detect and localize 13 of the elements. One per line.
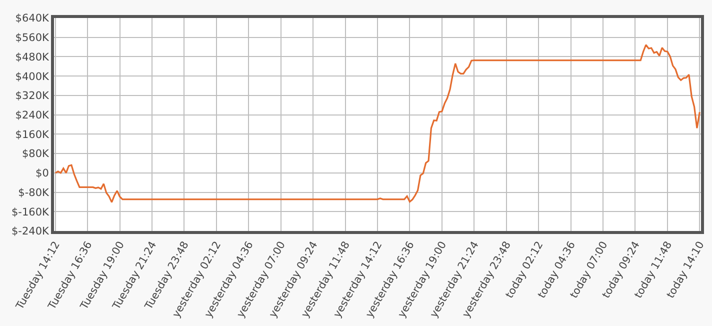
line-series [54,44,700,203]
y-tick-label: $-160K [11,206,50,218]
y-tick-label: $-80K [18,186,50,199]
y-tick-label: $560K [15,32,50,44]
y-tick-label: $80K [22,148,50,160]
y-tick-label: $0 [36,168,49,180]
y-tick-label: $-240K [11,226,50,238]
y-tick-label: $320K [15,90,50,102]
y-tick-label: $480K [15,51,50,64]
y-tick-label: $640K [15,12,50,25]
y-tick-label: $160K [15,128,50,141]
y-tick-label: $240K [15,109,50,122]
y-tick-label: $400K [15,70,50,83]
